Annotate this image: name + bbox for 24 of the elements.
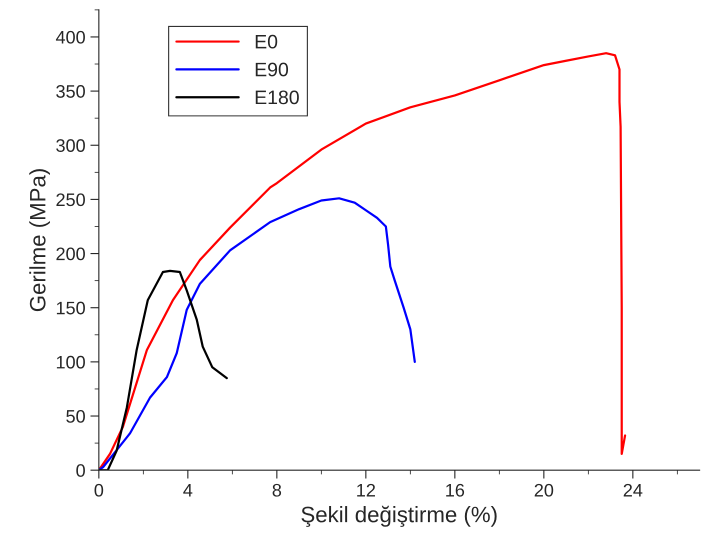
- y-tick-label: 100: [56, 356, 85, 369]
- y-tick-label: 50: [66, 410, 85, 423]
- y-tick-label: 300: [56, 139, 85, 152]
- y-tick-label: 250: [56, 193, 85, 206]
- y-tick-label: 350: [56, 85, 85, 98]
- x-tick-label: 8: [272, 484, 282, 497]
- legend-label: E0: [256, 34, 278, 49]
- x-axis-title: Şekil değiştirme (%): [301, 506, 497, 527]
- line-series: [98, 197, 416, 470]
- x-tick-label: 16: [446, 484, 464, 497]
- line-series: [98, 52, 626, 470]
- y-tick-label: 400: [56, 30, 85, 44]
- legend-label: E90: [256, 62, 288, 76]
- x-tick-label: 12: [357, 484, 375, 496]
- x-tick-label: 24: [624, 484, 642, 496]
- x-tick-label: 4: [183, 484, 192, 496]
- x-tick-label: 0: [94, 484, 104, 497]
- x-tick-label: 20: [534, 484, 554, 497]
- y-tick-label: 200: [56, 247, 85, 260]
- y-tick-label: 0: [76, 464, 85, 477]
- line-series: [98, 270, 228, 470]
- y-tick-label: 150: [56, 302, 85, 314]
- legend-label: E180: [256, 90, 299, 104]
- y-axis-title: Gerilme (MPa): [29, 169, 50, 312]
